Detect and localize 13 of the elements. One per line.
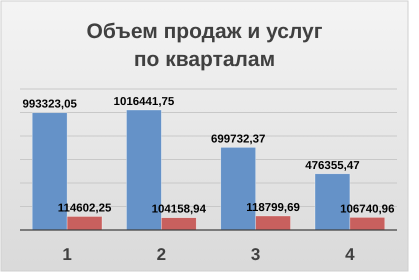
data-label: 118799,69 bbox=[246, 202, 300, 214]
data-label: 104158,94 bbox=[152, 204, 207, 216]
data-label: 699732,37 bbox=[211, 133, 266, 146]
x-tick-label: 4 bbox=[345, 245, 356, 264]
x-tick-label: 3 bbox=[250, 245, 260, 264]
chart-title: Объем продаж и услуг по кварталам bbox=[86, 20, 323, 71]
x-tick-label: 1 bbox=[62, 245, 72, 264]
data-label: 1016441,75 bbox=[114, 96, 175, 108]
x-tick-label: 2 bbox=[156, 245, 166, 264]
data-label: 114602,25 bbox=[58, 202, 112, 214]
data-label: 476355,47 bbox=[305, 160, 360, 172]
data-label: 106740,96 bbox=[340, 203, 394, 216]
data-label: 993323,05 bbox=[22, 98, 78, 111]
